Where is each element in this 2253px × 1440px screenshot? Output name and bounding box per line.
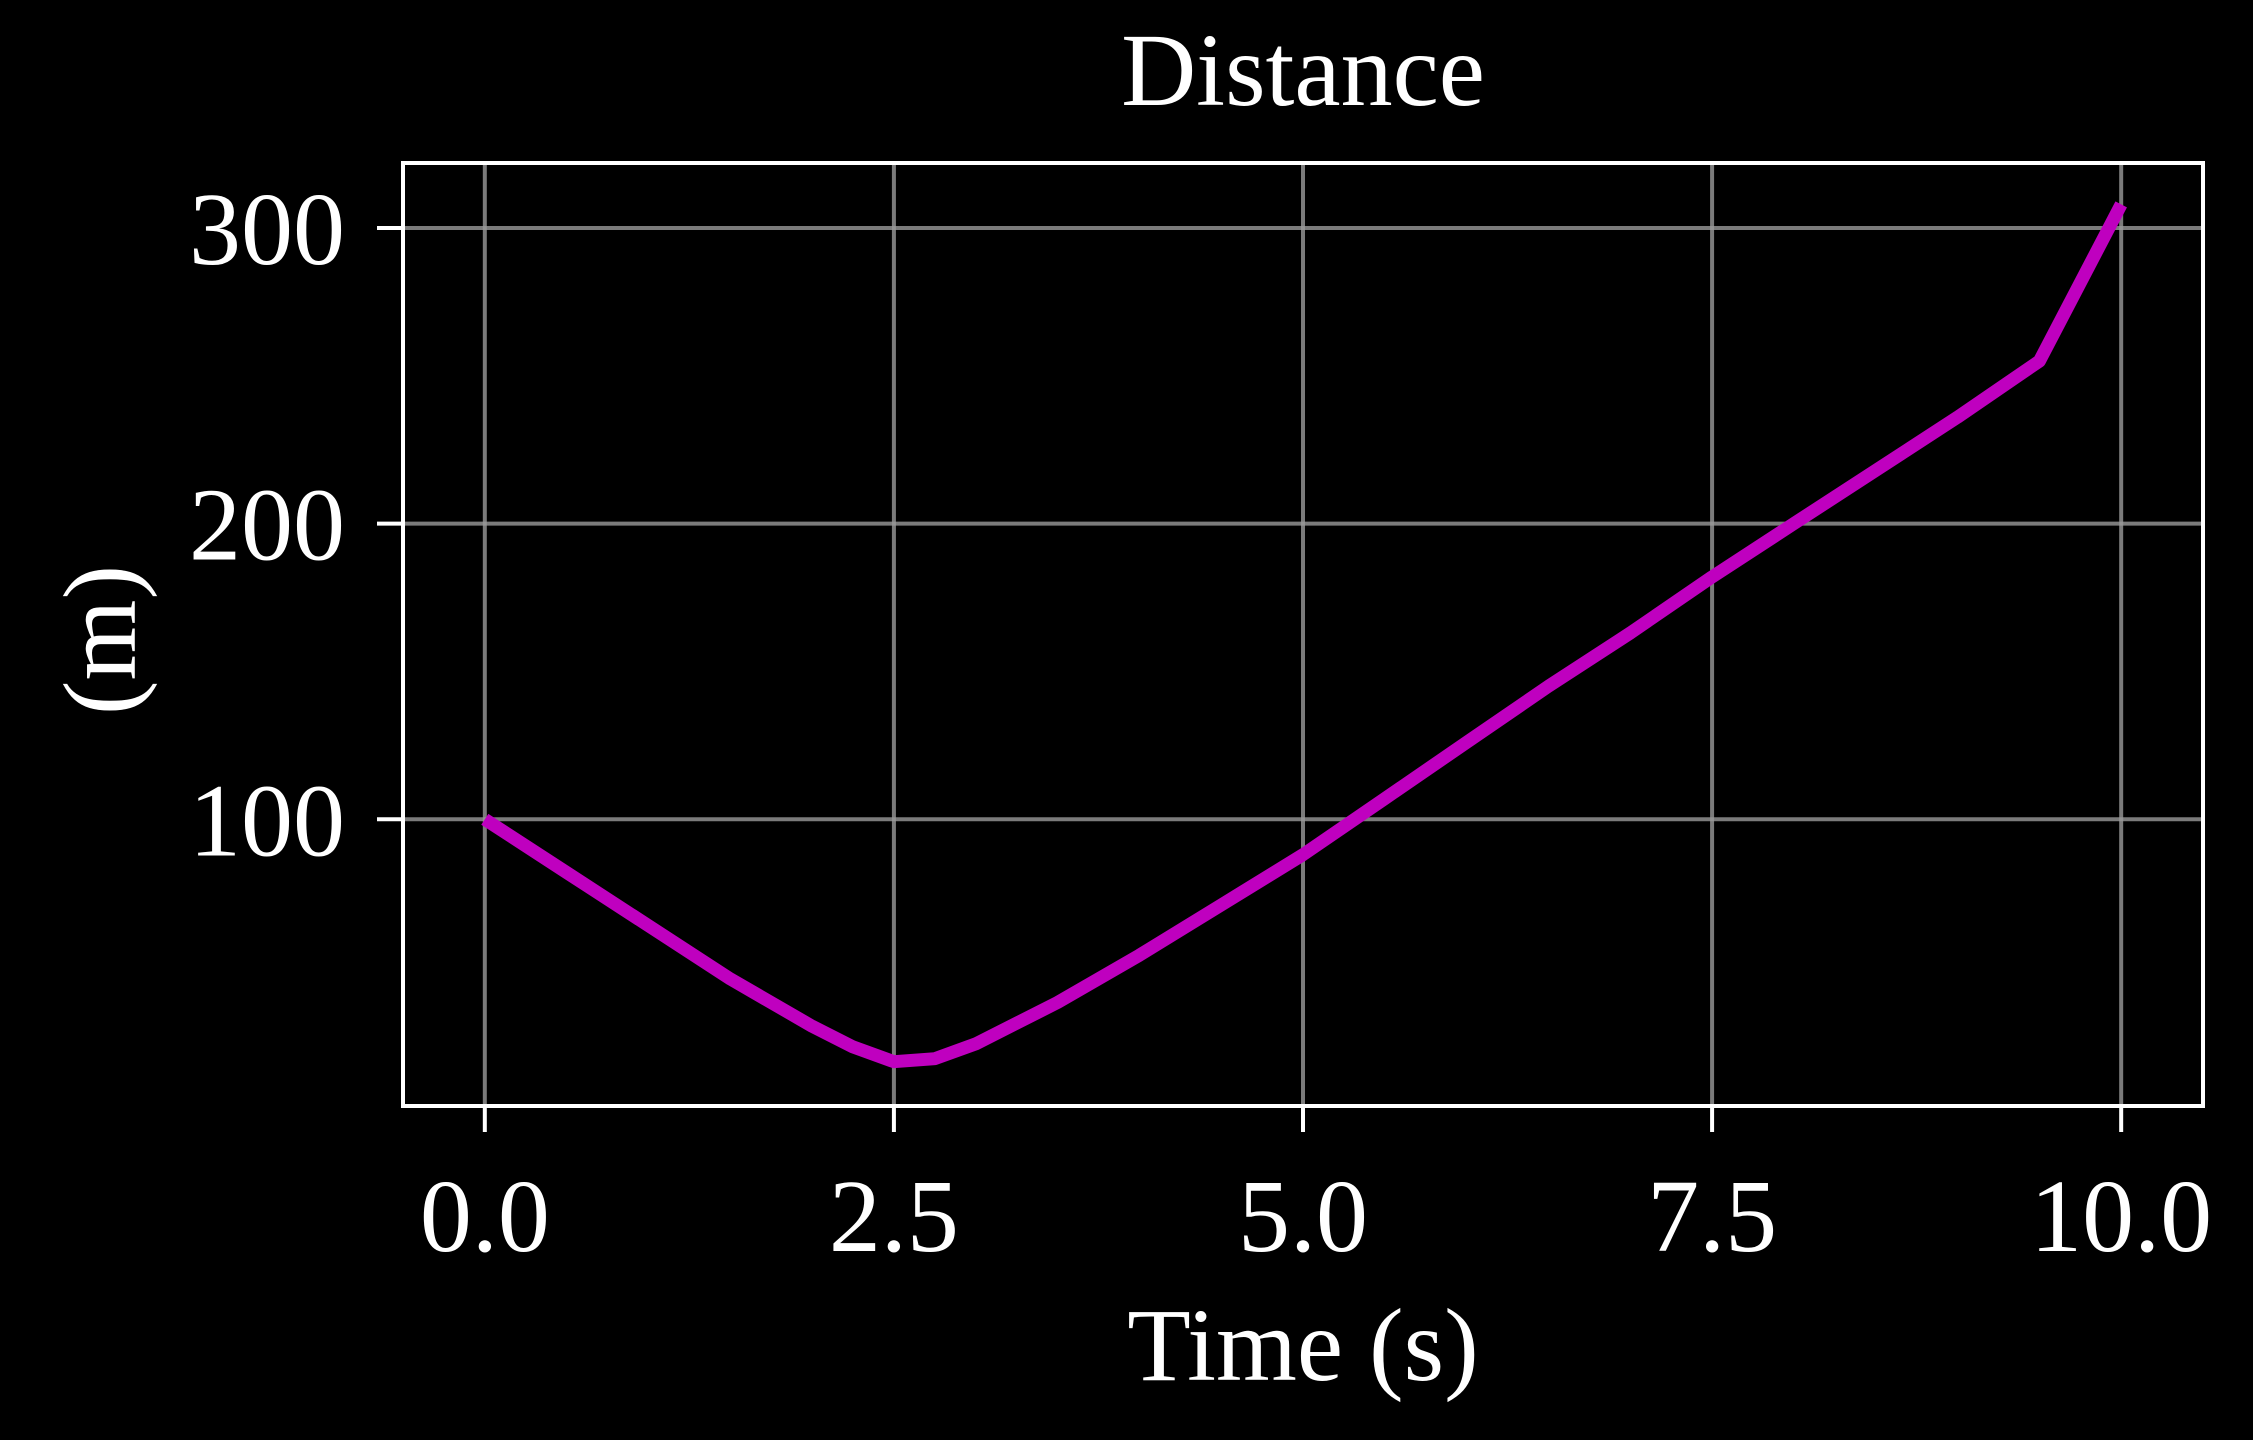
x-tick-label: 5.0 xyxy=(1238,1159,1368,1274)
chart-title: Distance xyxy=(1121,13,1485,128)
x-tick-label: 7.5 xyxy=(1647,1159,1777,1274)
distance-series-line xyxy=(481,201,2127,1069)
y-tick-label: 100 xyxy=(189,763,345,878)
y-tick-label: 300 xyxy=(189,172,345,287)
x-tick-label: 2.5 xyxy=(829,1159,959,1274)
x-tick-label: 0.0 xyxy=(420,1159,550,1274)
grid-lines xyxy=(403,163,2203,1106)
y-tick-label: 200 xyxy=(189,468,345,583)
y-axis-ticks: 100 200 300 xyxy=(189,172,403,878)
x-tick-label: 10.0 xyxy=(2030,1159,2212,1274)
x-axis-label: Time (s) xyxy=(1127,1288,1479,1403)
x-axis-ticks: 0.0 2.5 5.0 7.5 10.0 xyxy=(420,1106,2212,1274)
series-group xyxy=(481,201,2127,1069)
y-axis-label: (m) xyxy=(43,565,158,715)
